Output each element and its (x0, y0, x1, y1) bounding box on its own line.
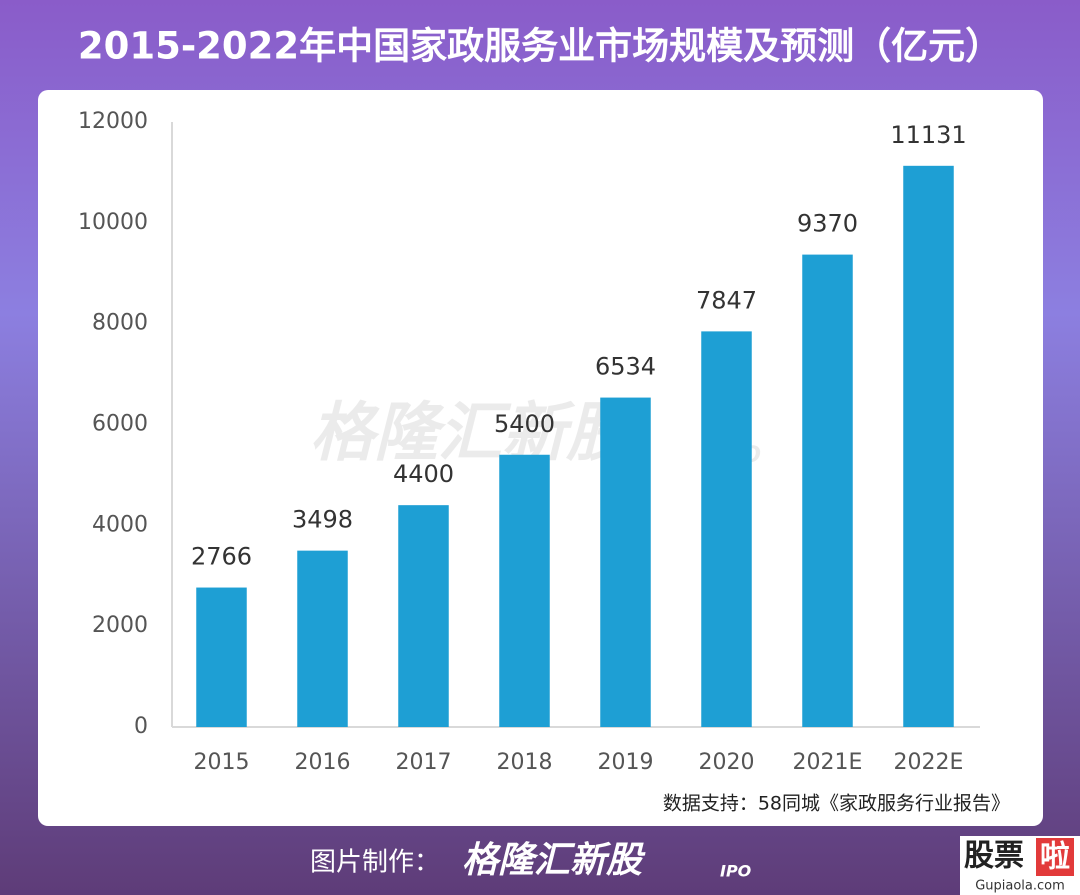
corner-mark: 啦 (1040, 840, 1070, 875)
watermark: 格隆汇新股 IPO (310, 397, 761, 471)
y-tick-label: 4000 (92, 512, 148, 537)
source: 数据支持：58同城《家政服务行业报告》 (663, 793, 1010, 815)
y-tick-label: 10000 (78, 210, 148, 235)
x-tick-label: 2022E (894, 750, 964, 775)
x-tick-label: 2021E (793, 750, 863, 775)
footer-logo: IPO (720, 862, 752, 881)
corner-name: 股票 (964, 839, 1024, 874)
y-tick-label: 12000 (78, 109, 148, 134)
x-tick-label: 2020 (699, 750, 755, 775)
x-tick-label: 2015 (194, 750, 250, 775)
corner-mark-box (1036, 838, 1074, 876)
x-tick-label: 2016 (295, 750, 351, 775)
y-tick-label: 8000 (92, 311, 148, 336)
data-label: 6534 (595, 353, 656, 381)
data-label: 7847 (696, 286, 757, 314)
x-tick-label: 2017 (396, 750, 452, 775)
bar (297, 550, 348, 727)
footer-brand: 格隆汇新股 (462, 840, 646, 881)
chart-title: 2015-2022年中国家政服务业市场规模及预测（亿元） (78, 25, 1002, 68)
data-label: 2766 (191, 543, 252, 571)
bar (196, 587, 247, 727)
bar (499, 454, 550, 727)
y-tick-label: 2000 (92, 613, 148, 638)
data-label: 3498 (292, 506, 353, 534)
corner-site: Gupiaola.com (975, 879, 1065, 894)
y-tick-label: 0 (134, 714, 148, 739)
watermark-brand: 格隆汇新股 (310, 397, 637, 471)
data-label: 4400 (393, 460, 454, 488)
bar (701, 331, 752, 727)
bar (398, 505, 449, 727)
footer-label: 图片制作： (310, 848, 440, 878)
data-label: 5400 (494, 410, 555, 438)
bar (903, 165, 954, 728)
x-tick-label: 2019 (598, 750, 654, 775)
bar (600, 397, 651, 727)
y-tick-label: 6000 (92, 412, 148, 437)
data-label: 11131 (890, 121, 966, 149)
data-label: 9370 (797, 210, 858, 238)
bar (802, 254, 853, 728)
x-tick-label: 2018 (497, 750, 553, 775)
